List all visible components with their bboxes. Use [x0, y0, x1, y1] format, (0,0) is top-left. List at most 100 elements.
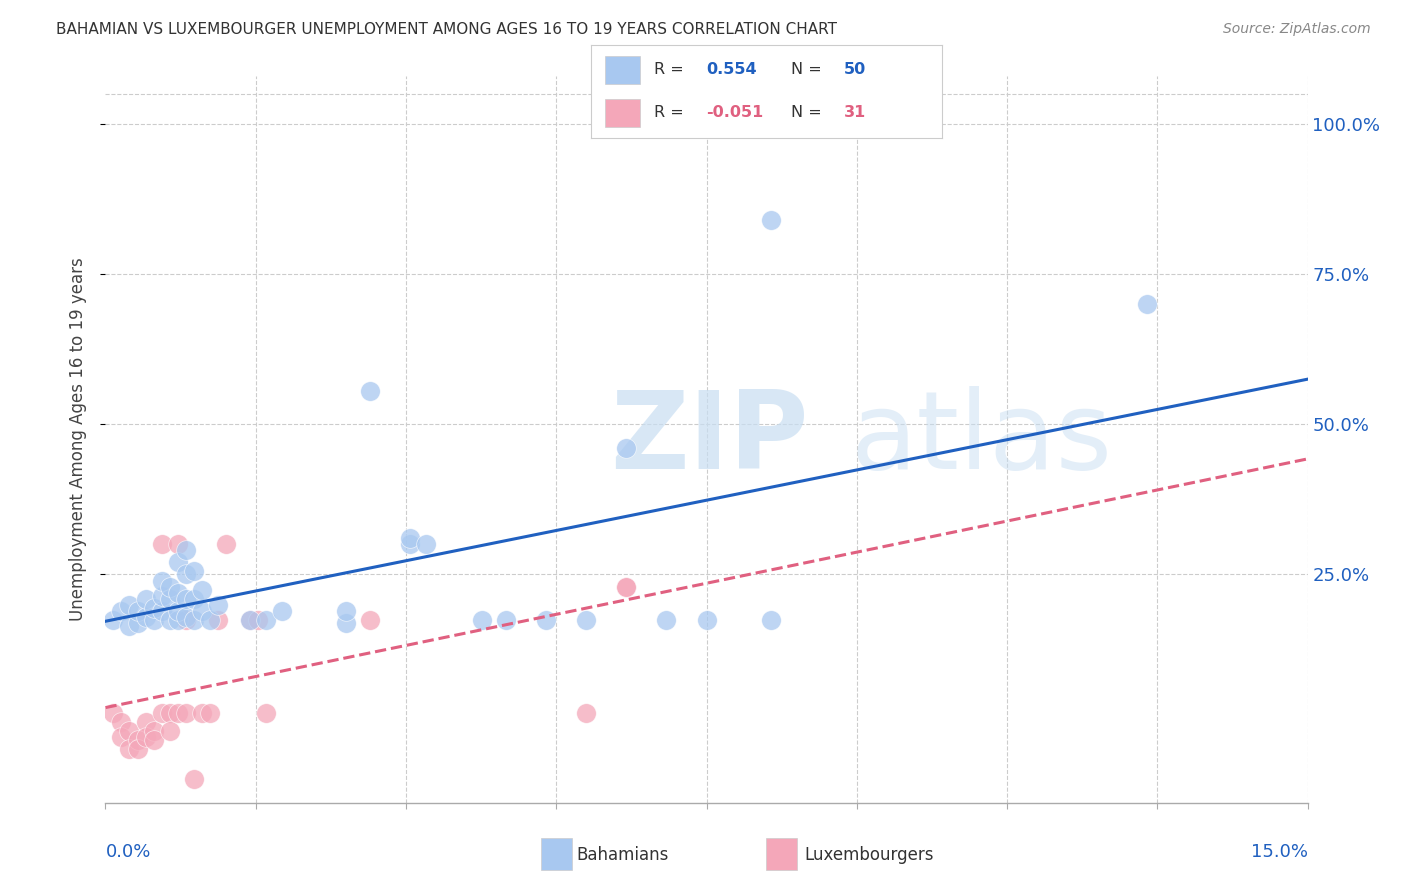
Text: 0.0%: 0.0%: [105, 843, 150, 861]
Point: [166, 603, 188, 617]
Point: [270, 603, 292, 617]
Point: [575, 706, 598, 720]
Point: [696, 613, 718, 627]
Point: [616, 580, 638, 594]
Text: N =: N =: [790, 62, 821, 77]
Point: [166, 585, 188, 599]
Point: [759, 213, 782, 227]
Point: [159, 591, 181, 606]
Y-axis label: Unemployment Among Ages 16 to 19 years: Unemployment Among Ages 16 to 19 years: [69, 258, 87, 621]
Point: [150, 706, 173, 720]
Point: [190, 603, 212, 617]
Point: [127, 741, 149, 756]
Point: [166, 706, 188, 720]
Point: [254, 613, 277, 627]
Point: [183, 591, 205, 606]
Point: [239, 613, 262, 627]
Text: BAHAMIAN VS LUXEMBOURGER UNEMPLOYMENT AMONG AGES 16 TO 19 YEARS CORRELATION CHAR: BAHAMIAN VS LUXEMBOURGER UNEMPLOYMENT AM…: [56, 22, 837, 37]
Point: [135, 714, 157, 729]
Bar: [605, 99, 640, 127]
Point: [190, 582, 212, 597]
Point: [174, 609, 197, 624]
Point: [174, 567, 197, 582]
Point: [246, 613, 269, 627]
Point: [655, 613, 678, 627]
Point: [159, 613, 181, 627]
Text: Luxembourgers: Luxembourgers: [804, 846, 934, 863]
Point: [142, 600, 165, 615]
Point: [207, 598, 229, 612]
Point: [142, 723, 165, 738]
Point: [174, 543, 197, 558]
Point: [142, 732, 165, 747]
Text: -0.051: -0.051: [707, 105, 763, 120]
Point: [399, 532, 422, 546]
Text: Source: ZipAtlas.com: Source: ZipAtlas.com: [1223, 22, 1371, 37]
Point: [118, 618, 141, 632]
Point: [174, 591, 197, 606]
Point: [150, 603, 173, 617]
Point: [214, 537, 236, 551]
Point: [616, 442, 638, 456]
Point: [166, 613, 188, 627]
Point: [183, 613, 205, 627]
Point: [359, 613, 381, 627]
Text: Bahamians: Bahamians: [576, 846, 669, 863]
Point: [135, 591, 157, 606]
Point: [103, 706, 125, 720]
Point: [127, 732, 149, 747]
Point: [254, 706, 277, 720]
Point: [415, 537, 437, 551]
Point: [335, 603, 357, 617]
Point: [159, 706, 181, 720]
Point: [1136, 297, 1159, 311]
Point: [166, 537, 188, 551]
Point: [150, 574, 173, 588]
Point: [150, 589, 173, 603]
Point: [118, 598, 141, 612]
Point: [471, 613, 494, 627]
Point: [495, 613, 517, 627]
Point: [616, 580, 638, 594]
Bar: [605, 56, 640, 84]
Point: [174, 706, 197, 720]
Point: [335, 615, 357, 630]
Point: [183, 772, 205, 786]
Text: N =: N =: [790, 105, 821, 120]
Point: [239, 613, 262, 627]
Point: [159, 723, 181, 738]
Point: [198, 706, 221, 720]
Point: [150, 537, 173, 551]
Point: [174, 613, 197, 627]
Point: [135, 730, 157, 744]
Point: [118, 741, 141, 756]
Point: [127, 603, 149, 617]
Text: 15.0%: 15.0%: [1250, 843, 1308, 861]
Point: [575, 613, 598, 627]
Text: 31: 31: [844, 105, 866, 120]
Point: [103, 613, 125, 627]
Point: [110, 603, 132, 617]
Point: [198, 613, 221, 627]
Point: [359, 384, 381, 399]
Point: [142, 613, 165, 627]
Point: [118, 723, 141, 738]
Point: [110, 730, 132, 744]
Text: R =: R =: [654, 62, 683, 77]
Text: ZIP: ZIP: [610, 386, 808, 492]
Point: [166, 556, 188, 570]
Text: 0.554: 0.554: [707, 62, 758, 77]
Point: [110, 714, 132, 729]
Point: [399, 537, 422, 551]
Point: [159, 580, 181, 594]
Text: 50: 50: [844, 62, 866, 77]
Point: [127, 615, 149, 630]
Point: [183, 565, 205, 579]
Text: R =: R =: [654, 105, 683, 120]
Point: [534, 613, 557, 627]
Point: [135, 609, 157, 624]
Text: atlas: atlas: [851, 386, 1112, 492]
Point: [190, 706, 212, 720]
Point: [207, 613, 229, 627]
Point: [759, 613, 782, 627]
